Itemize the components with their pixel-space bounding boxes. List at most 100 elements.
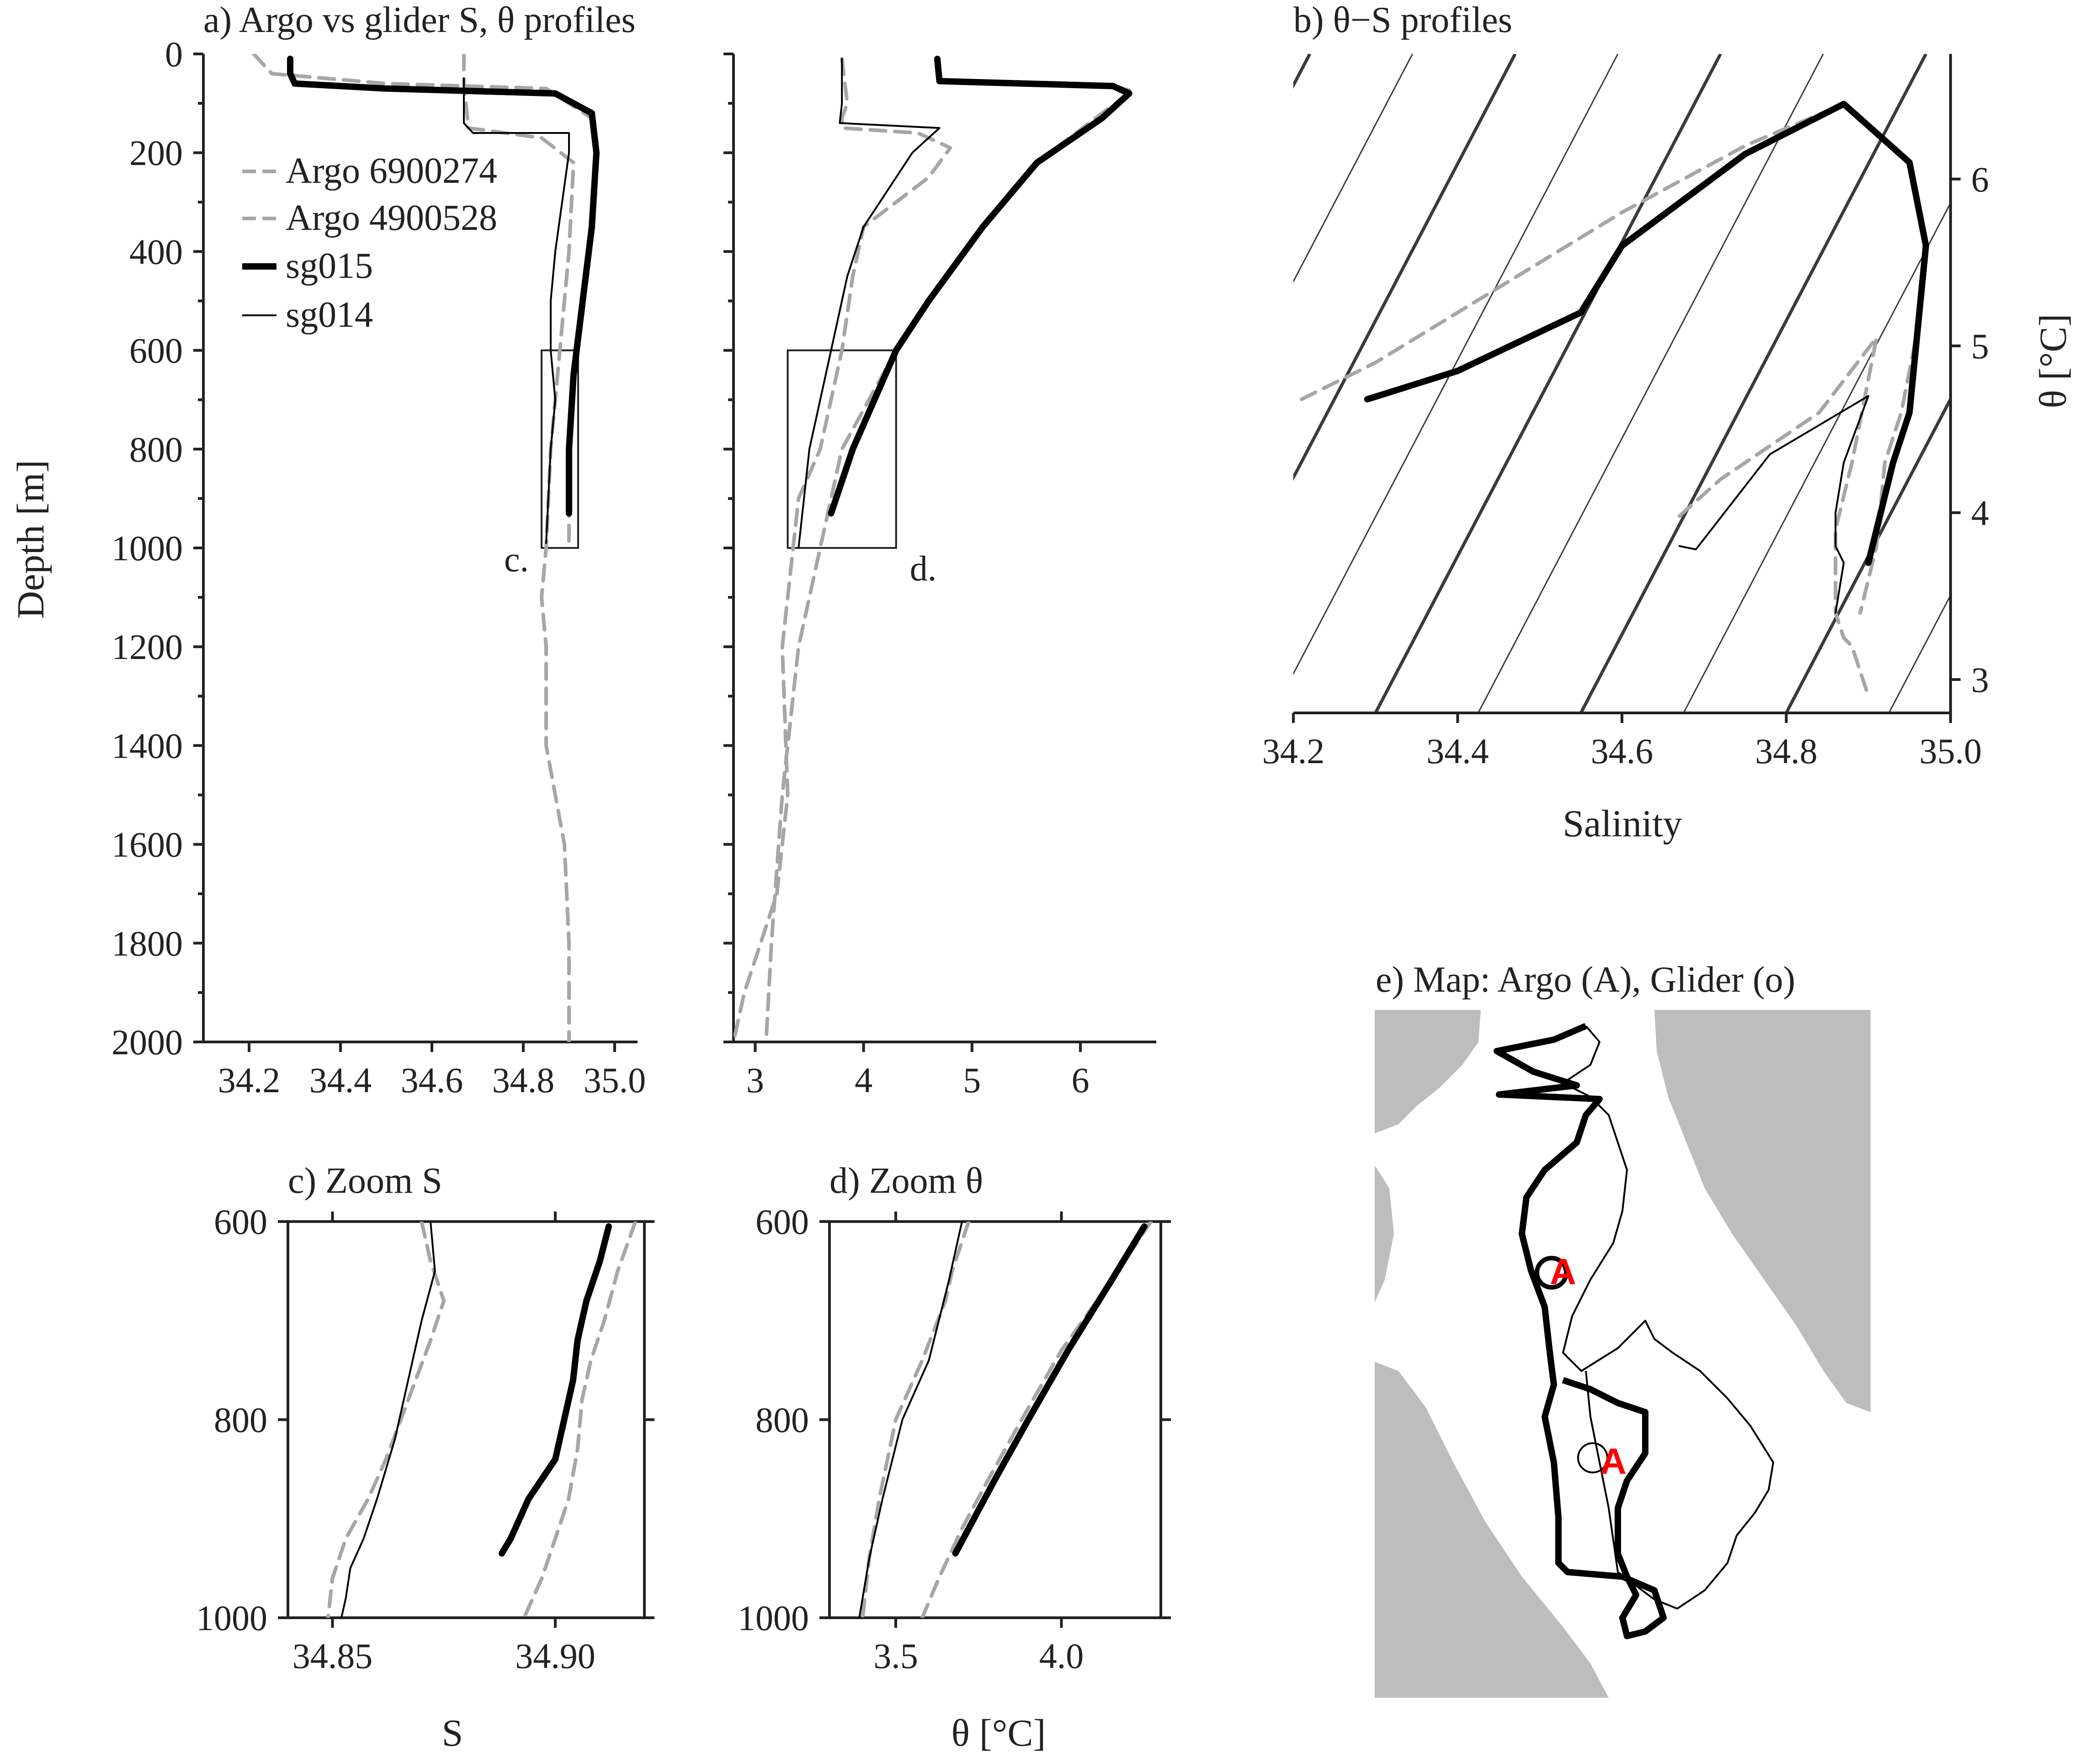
series-line-sg015 bbox=[499, 1223, 612, 1557]
y-tick-label: 400 bbox=[129, 232, 183, 271]
series-line-sg014 bbox=[858, 1222, 963, 1618]
series-line-argo-6900274 bbox=[252, 54, 598, 550]
isopycnal-line bbox=[1785, 395, 1951, 713]
panel-a-box-annotation: c. bbox=[504, 539, 529, 579]
x-tick-label: 34.4 bbox=[309, 1060, 372, 1100]
panel-e-title: e) Map: Argo (A), Glider (o) bbox=[1376, 960, 1795, 1000]
panel-a-theta-box-annotation: d. bbox=[910, 548, 937, 588]
y-tick-label: 2000 bbox=[112, 1022, 183, 1062]
map-land-west-strip bbox=[1375, 1165, 1394, 1302]
chart-a_theta: 3 4 5 6 bbox=[723, 53, 1156, 1100]
x-tick-label: 34.85 bbox=[292, 1636, 373, 1676]
x-tick-label: 34.8 bbox=[492, 1060, 555, 1100]
legend-label-argo-6900274: Argo 6900274 bbox=[286, 151, 497, 191]
legend-label-sg014: sg014 bbox=[286, 295, 373, 335]
y-tick-label: 1800 bbox=[112, 924, 183, 963]
y-tick-label: 600 bbox=[755, 1202, 809, 1242]
panel-b-xlabel: Salinity bbox=[1563, 802, 1682, 845]
x-tick-label: 34.6 bbox=[401, 1060, 463, 1100]
series-line-sg014 bbox=[340, 1222, 436, 1618]
y-tick-label: 5 bbox=[1971, 326, 1989, 366]
isopycnal-line bbox=[1293, 54, 1312, 89]
panel-b-title: b) θ−S profiles bbox=[1293, 0, 1512, 40]
series-line-argo-4900528 bbox=[734, 57, 952, 1042]
panel-a-ylabel: Depth [m] bbox=[10, 460, 52, 619]
y-tick-label: 0 bbox=[165, 34, 183, 74]
isopycnal-line bbox=[657, 54, 1002, 713]
panel-b-ylabel: θ [°C] bbox=[2032, 314, 2074, 409]
y-tick-label: 800 bbox=[214, 1400, 267, 1440]
x-tick-label: 34.90 bbox=[515, 1636, 595, 1676]
panel-d-title: d) Zoom θ bbox=[829, 1161, 983, 1201]
series-line-sg014 bbox=[797, 58, 941, 549]
panel-c-xlabel: S bbox=[442, 1712, 463, 1754]
series-line-argo-4900528 bbox=[1677, 335, 1879, 698]
panel-d-xlabel: θ [°C] bbox=[952, 1712, 1046, 1754]
x-tick-label: 4.0 bbox=[1039, 1636, 1084, 1676]
x-tick-label: 35.0 bbox=[584, 1060, 646, 1100]
isopycnal-line bbox=[1293, 54, 1413, 283]
panel-a-title: a) Argo vs glider S, θ profiles bbox=[203, 0, 636, 40]
x-tick-label: 5 bbox=[963, 1060, 981, 1100]
y-tick-label: 600 bbox=[214, 1202, 267, 1242]
y-tick-label: 1000 bbox=[738, 1598, 809, 1638]
x-tick-label: 35.0 bbox=[1919, 731, 1982, 771]
chart-d_zoom_theta: 3.5 4.0 600 800 1000 bbox=[738, 1202, 1171, 1676]
x-tick-label: 6 bbox=[1071, 1060, 1089, 1100]
chart-a_salinity: 34.2 34.4 34.6 34.8 35.0 0 200 400 600 800 1000 120… bbox=[112, 34, 646, 1100]
x-tick-label: 34.2 bbox=[1262, 731, 1325, 771]
y-tick-label: 1000 bbox=[196, 1598, 267, 1638]
charts-layer: 34.2 34.4 34.6 34.8 35.0 0 200 400 600 800 1000 120… bbox=[112, 34, 1989, 1676]
y-tick-label: 600 bbox=[129, 331, 183, 371]
isopycnal-line bbox=[1478, 54, 1824, 713]
chart-c_zoom_s: 34.85 34.90 600 800 1000 bbox=[196, 1202, 654, 1676]
y-tick-label: 200 bbox=[129, 133, 183, 173]
map-land-northeast bbox=[1654, 1010, 1871, 1412]
series-line-argo-6900274 bbox=[1300, 102, 1928, 615]
map-argo-marker: A bbox=[1550, 1251, 1576, 1292]
series-line-sg015 bbox=[828, 55, 1132, 517]
isopycnal-line bbox=[1293, 54, 1619, 675]
series-line-argo-6900274 bbox=[764, 57, 1134, 1042]
x-tick-label: 34.4 bbox=[1426, 731, 1489, 771]
panel-c-title: c) Zoom S bbox=[288, 1161, 442, 1201]
series-line-sg015 bbox=[1364, 101, 1930, 566]
legend-label-sg015: sg015 bbox=[286, 246, 373, 286]
legend-label-argo-4900528: Argo 4900528 bbox=[286, 198, 497, 238]
series-line-argo-4900528 bbox=[861, 1222, 971, 1618]
x-tick-label: 34.8 bbox=[1755, 731, 1818, 771]
x-tick-label: 34.2 bbox=[218, 1060, 281, 1100]
map-land-northwest bbox=[1375, 1010, 1481, 1133]
map-land-southwest bbox=[1375, 1362, 1609, 1698]
map-track-sg015 bbox=[1494, 1023, 1667, 1639]
series-line-argo-4900528 bbox=[326, 1222, 446, 1618]
series-line-sg015 bbox=[287, 55, 600, 517]
x-tick-label: 3.5 bbox=[873, 1636, 918, 1676]
map-track-sg014 bbox=[1562, 1025, 1774, 1610]
isopycnal-line bbox=[1888, 594, 1951, 713]
y-tick-label: 3 bbox=[1971, 660, 1989, 700]
y-tick-label: 1200 bbox=[112, 627, 183, 667]
y-tick-label: 1600 bbox=[112, 825, 183, 865]
series-line-sg014 bbox=[1678, 395, 1870, 614]
y-tick-label: 800 bbox=[755, 1400, 809, 1440]
isopycnal-line bbox=[1683, 201, 1951, 713]
y-tick-label: 1000 bbox=[112, 528, 183, 568]
y-tick-label: 800 bbox=[129, 430, 183, 469]
isopycnal-line bbox=[1579, 54, 1928, 713]
chart-b_ts: 34.2 34.4 34.6 34.8 35.0 3 4 5 6 bbox=[657, 54, 1989, 771]
legend: Argo 6900274 Argo 4900528 sg015 sg014 bbox=[242, 151, 497, 335]
y-tick-label: 1400 bbox=[112, 726, 183, 765]
isopycnal-line bbox=[1374, 54, 1722, 713]
y-tick-label: 6 bbox=[1971, 159, 1989, 199]
isopycnal-line bbox=[862, 54, 1207, 713]
map-argo-marker: A bbox=[1600, 1441, 1627, 1482]
isopycnal-line bbox=[1293, 54, 1517, 481]
map-glider-circle bbox=[1535, 1256, 1568, 1290]
x-tick-label: 3 bbox=[746, 1060, 764, 1100]
series-line-argo-6900274 bbox=[920, 1222, 1153, 1618]
series-line-sg015 bbox=[952, 1223, 1148, 1557]
map-glider-circle bbox=[1577, 1442, 1608, 1473]
isopycnal-lines bbox=[657, 54, 1951, 713]
